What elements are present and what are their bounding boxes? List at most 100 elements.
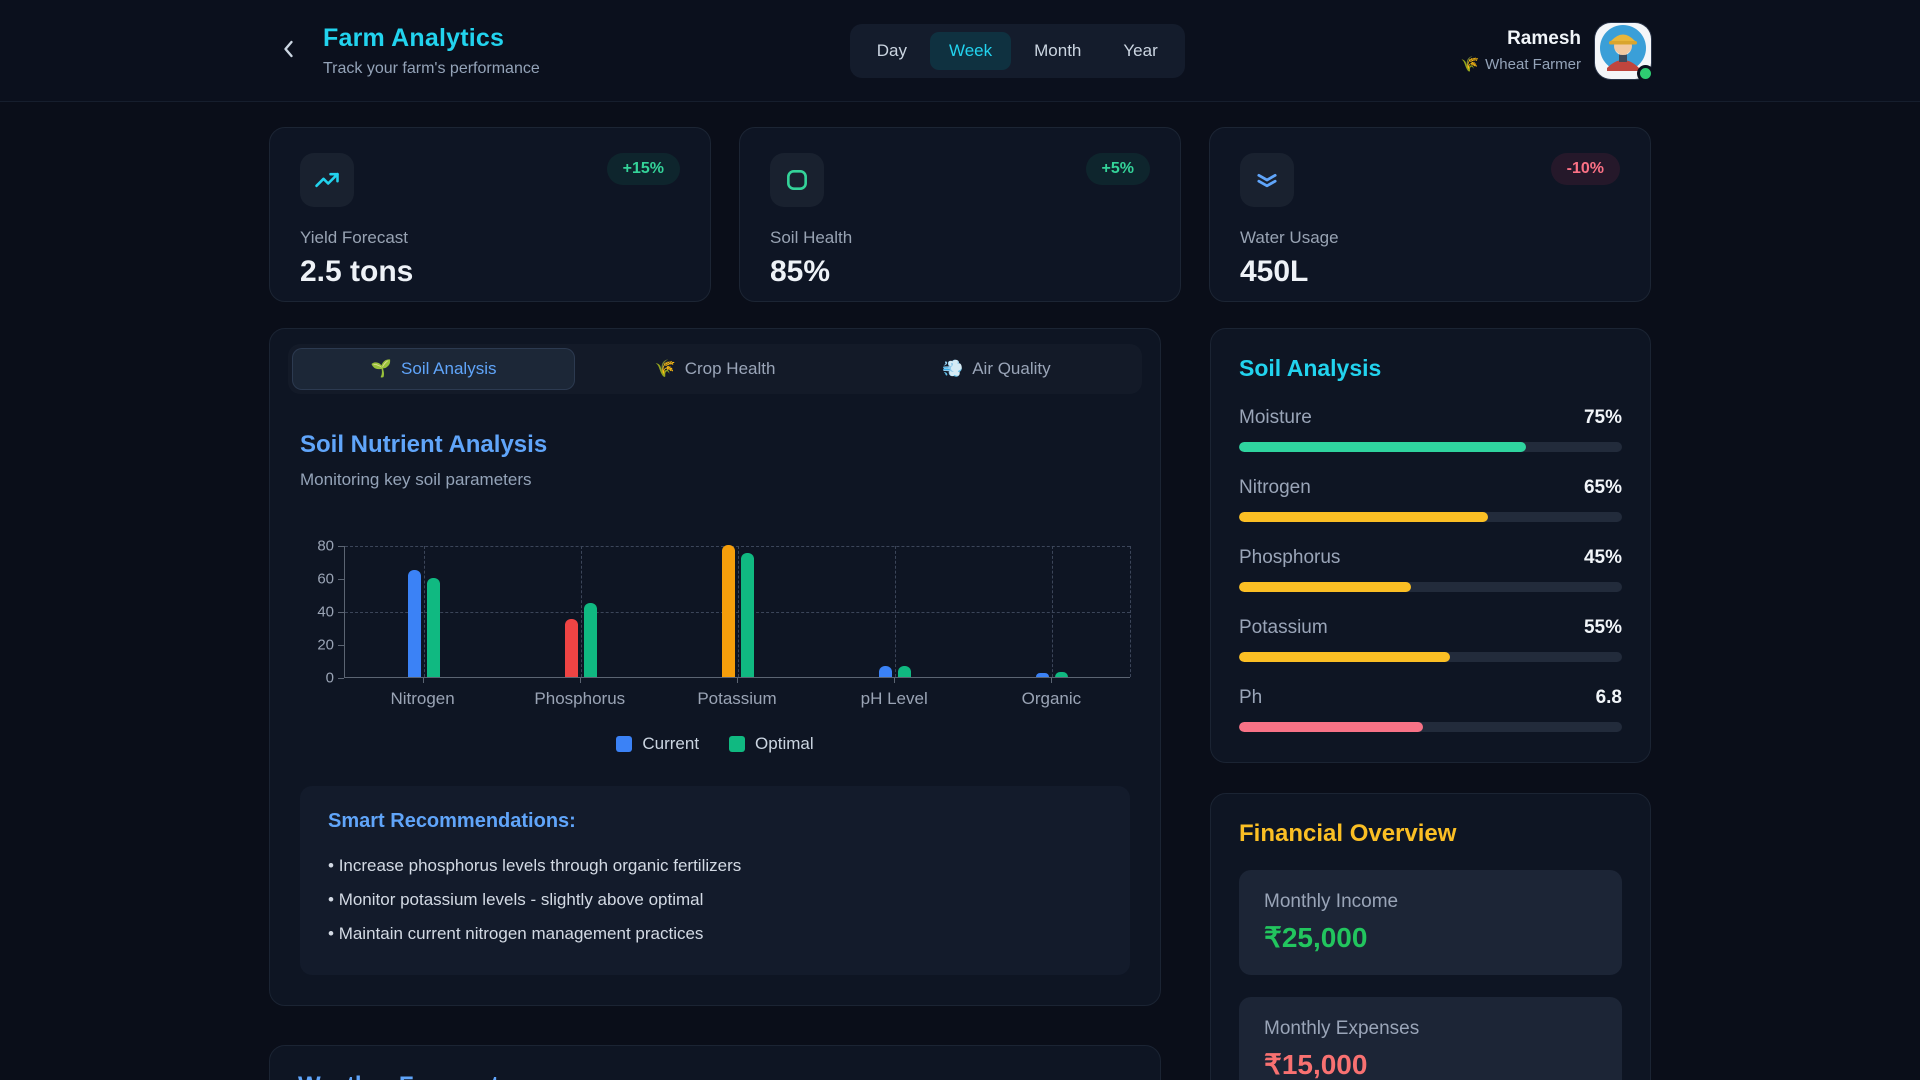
weather-title: Weather Forecast	[298, 1072, 1132, 1080]
progress-bar-fill	[1239, 582, 1412, 592]
time-tab-week[interactable]: Week	[929, 31, 1012, 70]
user-role: 🌾 Wheat Farmer	[1460, 55, 1581, 74]
chevron-left-icon	[277, 37, 301, 64]
y-tick-mark	[338, 579, 344, 580]
bar-current-phosphorus	[564, 619, 578, 677]
stat-label-yield-forecast: Yield Forecast	[300, 228, 409, 247]
time-tab-day[interactable]: Day	[858, 32, 926, 70]
financial-title: Financial Overview	[1239, 820, 1457, 847]
analysis-tabs: 🌱 Soil Analysis 🌾 Crop Health 💨 Air Quality	[288, 344, 1142, 394]
bar-current-ph-level	[878, 666, 892, 677]
soil-metrics-panel: Soil Analysis Moisture 75% Nitrogen 65% Phos…	[1210, 328, 1651, 763]
y-tick-label: 80	[317, 537, 334, 555]
soil-metric-nitrogen: Nitrogen 65%	[1239, 477, 1622, 522]
stat-badge-soil-health: +5%	[1085, 153, 1150, 185]
user-profile: Ramesh 🌾 Wheat Farmer	[1460, 22, 1654, 82]
farmer-avatar-image	[1599, 24, 1647, 77]
progress-bar-track	[1239, 442, 1622, 452]
progress-bar-fill	[1239, 442, 1527, 452]
gridline-vertical	[423, 546, 425, 677]
page-subtitle: Track your farm's performance	[323, 59, 540, 77]
dashboard-content: +15% Yield Forecast 2.5 tons +5% Soil Health…	[269, 102, 1651, 1080]
chart-x-axis: Nitrogen Phosphorus Potassium pH Level Organ…	[344, 678, 1130, 712]
gridline-vertical	[1130, 546, 1131, 677]
x-tick-mark	[894, 678, 896, 683]
x-label-nitrogen: Nitrogen	[390, 689, 455, 708]
x-tick-mark	[737, 678, 738, 683]
progress-bar-track	[1239, 722, 1622, 732]
y-tick-mark	[338, 645, 344, 646]
stat-value-soil-health: 85%	[770, 255, 831, 288]
time-tab-year[interactable]: Year	[1104, 32, 1176, 70]
soil-metric-phosphorus: Phosphorus 45%	[1239, 547, 1622, 592]
bar-optimal-potassium	[740, 553, 754, 677]
stat-card-yield-forecast: +15% Yield Forecast 2.5 tons	[269, 127, 711, 302]
soil-analysis-panel: 🌱 Soil Analysis 🌾 Crop Health 💨 Air Quality S…	[269, 328, 1161, 1006]
legend-swatch-current	[616, 736, 633, 752]
chart-y-axis: 0 20 40 60 80	[300, 538, 344, 687]
wheat-icon: 🌾	[1460, 56, 1480, 73]
time-range-tabs: Day Week Month Year	[849, 23, 1185, 78]
metric-value: 45%	[1583, 547, 1622, 568]
y-tick-label: 40	[317, 603, 334, 621]
recommendations-title: Smart Recommendations:	[328, 810, 576, 832]
tab-label: Crop Health	[684, 359, 776, 378]
financial-label: Monthly Expenses	[1264, 1018, 1420, 1039]
legend-swatch-optimal	[729, 736, 746, 752]
user-name: Ramesh	[1507, 28, 1581, 49]
bar-current-organic	[1035, 672, 1049, 677]
page-title: Farm Analytics	[323, 23, 505, 52]
air-quality-emoji-icon: 💨	[942, 359, 964, 378]
chart-plot-area	[344, 545, 1131, 678]
metric-label: Phosphorus	[1239, 547, 1341, 568]
stat-cards-row: +15% Yield Forecast 2.5 tons +5% Soil Health…	[269, 127, 1651, 302]
progress-bar-fill	[1239, 722, 1423, 732]
tab-soil-analysis[interactable]: 🌱 Soil Analysis	[293, 349, 575, 389]
financial-label: Monthly Income	[1264, 891, 1399, 912]
progress-bar-fill	[1239, 512, 1488, 522]
recommendation-item: Increase phosphorus levels through organ…	[328, 849, 1102, 883]
soil-metric-ph: Ph 6.8	[1239, 687, 1622, 732]
tab-crop-health[interactable]: 🌾 Crop Health	[574, 349, 855, 389]
metric-label: Nitrogen	[1239, 477, 1311, 498]
progress-bar-fill	[1239, 652, 1450, 662]
tab-air-quality[interactable]: 💨 Air Quality	[856, 349, 1137, 389]
metric-label: Ph	[1239, 687, 1263, 708]
trending-up-icon	[300, 153, 354, 207]
avatar[interactable]	[1595, 22, 1654, 82]
legend-label: Optimal	[755, 734, 814, 753]
stat-value-water-usage: 450L	[1240, 255, 1309, 288]
chart-subtitle: Monitoring key soil parameters	[300, 470, 532, 489]
soil-metric-potassium: Potassium 55%	[1239, 617, 1622, 662]
time-tab-month[interactable]: Month	[1015, 32, 1100, 70]
gridline-vertical	[580, 546, 582, 677]
back-button[interactable]	[269, 29, 309, 72]
smart-recommendations: Smart Recommendations: Increase phosphor…	[300, 786, 1130, 975]
metric-value: 65%	[1583, 477, 1622, 498]
soil-metrics-title: Soil Analysis	[1239, 355, 1382, 381]
stat-value-yield-forecast: 2.5 tons	[300, 255, 414, 288]
progress-bar-track	[1239, 512, 1622, 522]
x-tick-mark	[579, 678, 581, 683]
financial-value: ₹25,000	[1264, 922, 1368, 953]
financial-overview-panel: Financial Overview Monthly Income ₹25,000…	[1210, 793, 1651, 1080]
y-tick-mark	[338, 546, 344, 547]
x-label-organic: Organic	[1021, 689, 1082, 708]
weather-forecast-panel: Weather Forecast	[269, 1045, 1161, 1080]
bar-optimal-organic	[1054, 671, 1068, 677]
financial-value: ₹15,000	[1264, 1049, 1368, 1080]
y-tick-mark	[338, 612, 344, 613]
metric-value: 75%	[1583, 407, 1622, 428]
legend-item-optimal: Optimal	[729, 734, 814, 754]
legend-item-current: Current	[616, 734, 699, 754]
online-status-dot	[1637, 64, 1654, 82]
stat-card-soil-health: +5% Soil Health 85%	[739, 127, 1181, 302]
financial-card-monthly-expenses: Monthly Expenses ₹15,000	[1239, 997, 1622, 1080]
chart-legend: Current Optimal	[288, 734, 1142, 754]
bar-optimal-ph-level	[897, 665, 911, 677]
legend-label: Current	[642, 734, 700, 753]
bar-optimal-nitrogen	[426, 578, 440, 677]
x-label-potassium: Potassium	[697, 689, 777, 708]
stat-badge-water-usage: -10%	[1550, 153, 1620, 185]
y-tick-label: 0	[325, 669, 334, 687]
